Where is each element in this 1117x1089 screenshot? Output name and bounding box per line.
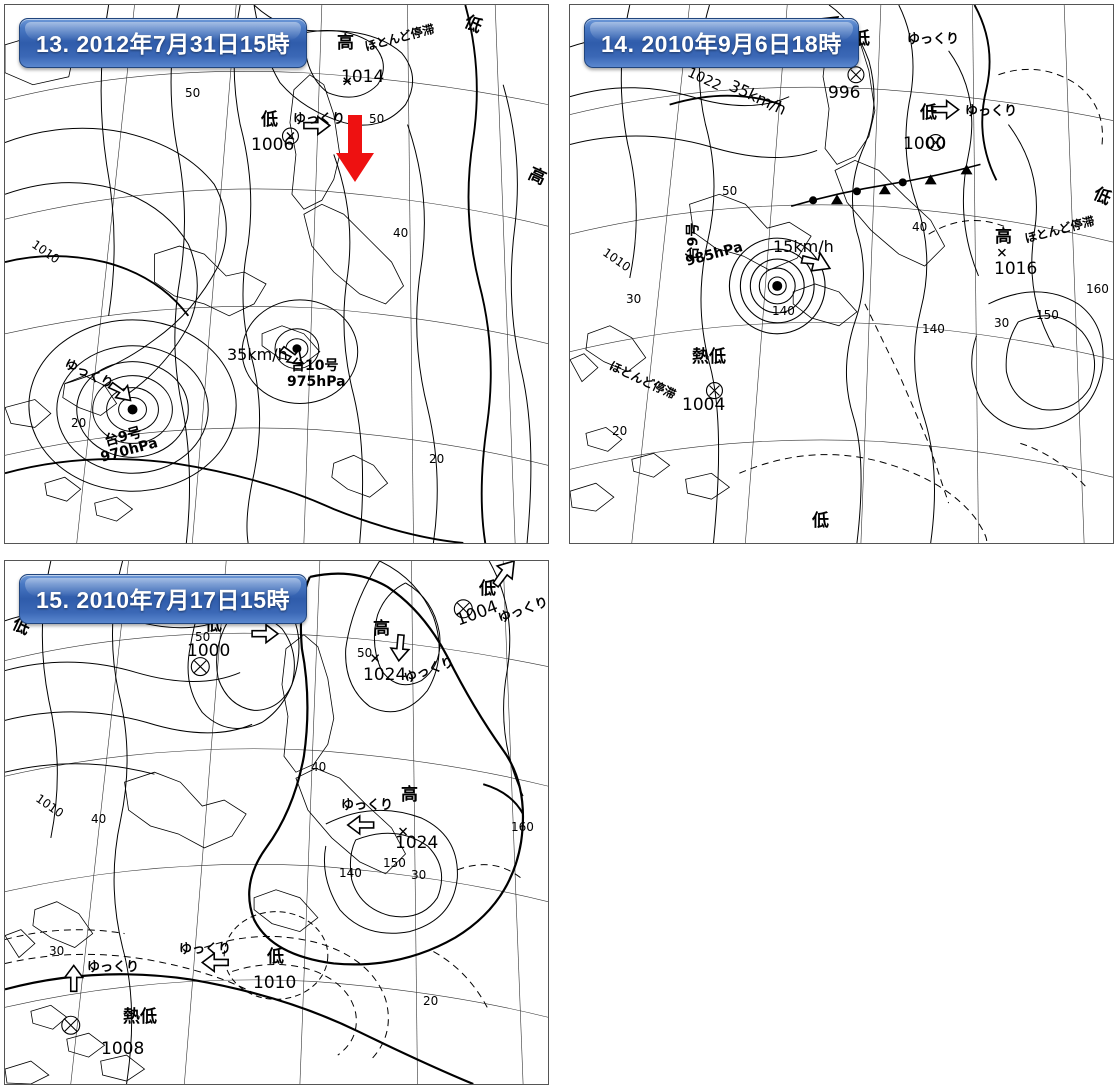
high1024b-label: 高 (401, 785, 418, 805)
isobar-label-160: 160 (1086, 282, 1109, 296)
isobar-label-140-b: 140 (922, 322, 945, 336)
isobar-label-20: 20 (612, 424, 628, 438)
typhoon-10-name: 台10号 (291, 358, 339, 374)
isobar-label-30-b: 30 (994, 316, 1010, 330)
high-label-1014: 高 (337, 33, 354, 53)
typhoon-10-speed: 35km/h (227, 345, 288, 364)
red-pointer-arrow (336, 115, 374, 182)
tropical-depression-label: 熱低 (123, 1007, 157, 1027)
motion-arrow-group (107, 114, 332, 402)
isobar-label-40-a: 40 (311, 760, 327, 774)
isobar-label-30-a: 30 (411, 868, 427, 882)
low-label-1006: 低 (261, 110, 278, 130)
isobar-label-20-a: 20 (71, 416, 87, 430)
high1024a-label: 高 (373, 619, 390, 639)
isobar-label-150: 150 (383, 856, 406, 870)
isobar-label-160: 160 (511, 820, 534, 834)
isobar-label-40-b: 40 (91, 812, 107, 826)
low1000-motion: ゆっくり (965, 104, 1018, 119)
isobar-label-140-a: 140 (772, 304, 795, 318)
tropical-depression-motion: ゆっくり (87, 960, 140, 975)
low1000-pressure: 1000 (903, 134, 947, 154)
high1024b-pressure: 1024 (395, 833, 439, 853)
isobar-label-40: 40 (912, 220, 928, 234)
panel-title-15: 15. 2010年7月17日15時 (19, 574, 307, 624)
typhoon-9-speed: 15km/h (773, 237, 834, 256)
weather-chart-panel-15[interactable]: 15. 2010年7月17日15時 低 1000 高 1024 ゆっくり 低 1… (4, 560, 549, 1085)
high-pressure-1014: 1014 (341, 67, 385, 87)
isobar-label-20-b: 20 (429, 452, 445, 466)
high1016-pressure: 1016 (994, 259, 1038, 279)
isobar-label-50-a: 50 (185, 86, 201, 100)
low996-motion: ゆっくり (907, 32, 960, 47)
surface-analysis-map-15 (5, 561, 548, 1084)
bottom-low-label: 低 (812, 511, 829, 531)
panel-title-13: 13. 2012年7月31日15時 (19, 18, 307, 68)
tropical-depression-value: 1008 (101, 1039, 145, 1059)
high1024a-pressure: 1024 (363, 665, 407, 685)
isobar-label-150: 150 (1036, 308, 1059, 322)
low1004-label: 低 (479, 579, 496, 599)
high1016-label: 高 (995, 227, 1012, 247)
isobar-label-30-a: 30 (626, 292, 642, 306)
isobar-label-30-b: 30 (49, 944, 65, 958)
weather-chart-panel-13[interactable]: 13. 2012年7月31日15時 高 ほとんど停滞 1014 低 ゆっくり 1… (4, 4, 549, 544)
low996-pressure: 996 (828, 83, 861, 103)
low-pressure-1006: 1006 (251, 135, 295, 155)
weather-chart-panel-14[interactable]: 14. 2010年9月6日18時 1022 35km/h 低 ゆっくり 996 … (569, 4, 1114, 544)
panel-title-14: 14. 2010年9月6日18時 (584, 18, 859, 68)
typhoon-10-pressure: 975hPa (287, 374, 346, 390)
isobar-label-20: 20 (423, 994, 439, 1008)
surface-analysis-map-13 (5, 5, 548, 543)
isobar-label-140: 140 (339, 866, 362, 880)
isobar-label-50-a: 50 (357, 646, 373, 660)
tropical-depression-label: 熱低 (692, 347, 726, 367)
high1024b-motion: ゆっくり (341, 798, 394, 813)
isobar-label-40: 40 (393, 226, 409, 240)
low1000-label: 低 (920, 103, 937, 123)
low-motion-1006: ゆっくり (293, 112, 346, 127)
low1010-pressure: 1010 (253, 973, 297, 993)
isobar-label-50-b: 50 (369, 112, 385, 126)
low1000-pressure: 1000 (187, 641, 231, 661)
isobar-label-50-b: 50 (195, 630, 211, 644)
tropical-depression-value: 1004 (682, 395, 726, 415)
isobar-label-50: 50 (722, 184, 738, 198)
low1010-label: 低 (267, 947, 284, 967)
low1010-motion: ゆっくり (179, 942, 232, 957)
